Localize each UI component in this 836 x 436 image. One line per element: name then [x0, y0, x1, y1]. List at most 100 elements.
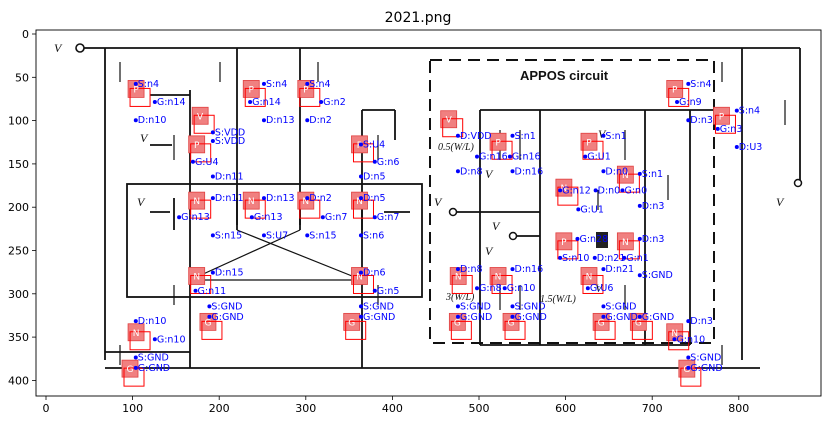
x-tick-label: 300 — [295, 402, 316, 415]
node-dot — [261, 118, 266, 123]
node-label: S:U7 — [266, 230, 288, 241]
node-label: S:GND — [642, 270, 673, 281]
component-tag-letter: P — [719, 112, 725, 122]
node-dot — [507, 154, 512, 159]
node-dot — [261, 233, 266, 238]
component-outline — [631, 320, 653, 340]
svg-text:V: V — [776, 195, 785, 209]
node-label: G:n14 — [157, 97, 186, 108]
node-dot — [592, 255, 597, 260]
node-dot — [510, 133, 515, 138]
node-dot — [455, 267, 460, 272]
node-dot — [675, 100, 680, 105]
node-dot — [622, 255, 627, 260]
node-dot — [358, 314, 363, 319]
vout-terminal-icon — [793, 178, 803, 188]
node-dot — [210, 130, 215, 135]
y-tick-label: 400 — [8, 374, 29, 387]
component-tag-letter: N — [495, 272, 502, 282]
node-label: G:n7 — [377, 212, 400, 223]
x-axis-ticks: 0 100 200 300 400 500 600 700 800 — [43, 396, 749, 415]
node-label: D:n16 — [515, 166, 544, 177]
component-outline — [714, 114, 736, 134]
node-dot — [261, 196, 266, 201]
node-dot — [686, 355, 691, 360]
node-label: G:n9 — [679, 97, 702, 108]
node-label: D:n10 — [138, 115, 167, 126]
node-label: D:n2 — [309, 193, 332, 204]
node-label: S:VDD — [215, 127, 245, 138]
node-dot — [190, 159, 195, 164]
node-dot — [133, 355, 138, 360]
node-dot — [583, 154, 588, 159]
y-tick-label: 150 — [8, 158, 29, 171]
node-dot — [193, 288, 198, 293]
node-dot — [475, 286, 479, 291]
node-label: D:n16 — [515, 264, 544, 275]
node-dot — [637, 236, 642, 241]
svg-text:V: V — [140, 131, 149, 145]
node-label: G:U1 — [580, 204, 604, 215]
node-label: G:U6 — [590, 283, 614, 294]
node-label: D:n21 — [597, 253, 626, 264]
node-label: S:n15 — [215, 230, 242, 241]
x-tick-label: 100 — [122, 402, 143, 415]
node-dot — [601, 267, 606, 272]
component-tag-letter: N — [561, 184, 568, 194]
node-label: G:GND — [605, 312, 637, 323]
y-tick-label: 0 — [22, 28, 29, 41]
node-label: G:n7 — [325, 212, 348, 223]
node-dot — [455, 169, 460, 174]
x-tick-label: 800 — [728, 402, 749, 415]
x-tick-label: 0 — [43, 402, 50, 415]
circuit-schematic: APPOS circuit V V V V V V V — [54, 41, 803, 369]
node-dot — [576, 207, 581, 212]
node-label: G:n8 — [479, 283, 502, 294]
node-dot — [558, 255, 563, 260]
node-label: S:GND — [363, 301, 394, 312]
svg-text:V: V — [595, 281, 604, 295]
node-dot — [133, 118, 138, 123]
node-dot — [686, 365, 691, 370]
component-outline — [594, 320, 616, 340]
node-label: S:GND — [211, 301, 242, 312]
node-dot — [261, 81, 266, 86]
node-label: D:n13 — [266, 115, 295, 126]
node-dot — [510, 314, 515, 319]
node-dot — [585, 286, 590, 291]
node-dot — [475, 154, 479, 159]
y-tick-label: 250 — [8, 245, 29, 258]
y-tick-label: 100 — [8, 115, 29, 128]
node-label: D:n5 — [363, 171, 386, 182]
svg-text:3(W/L): 3(W/L) — [445, 292, 475, 303]
component-outline — [352, 274, 374, 294]
component-outline — [680, 367, 702, 387]
node-label: S:n1 — [515, 131, 536, 142]
node-dot — [319, 100, 324, 105]
node-label: D:n8 — [460, 166, 483, 177]
component-outline — [352, 143, 374, 163]
node-dot — [358, 196, 363, 201]
component-outline — [190, 274, 212, 294]
node-label: G:U1 — [587, 152, 611, 163]
node-dot — [715, 126, 720, 131]
node-label: S:GND — [690, 352, 721, 363]
component-tag-letter: G — [204, 318, 211, 328]
node-label: D:n15 — [215, 268, 244, 279]
component-outline — [582, 140, 604, 160]
component-outline — [450, 320, 472, 340]
x-tick-label: 400 — [382, 402, 403, 415]
component-outline — [299, 199, 321, 219]
node-label: S:n6 — [363, 230, 384, 241]
component-outline — [504, 320, 526, 340]
component-outline — [451, 274, 473, 294]
svg-text:V: V — [137, 195, 146, 209]
node-dot — [248, 100, 253, 105]
node-dot — [637, 273, 642, 278]
node-dot — [358, 270, 363, 275]
node-label: G:GND — [690, 363, 722, 374]
vin-terminal-icon — [75, 43, 85, 53]
node-dot — [372, 288, 377, 293]
